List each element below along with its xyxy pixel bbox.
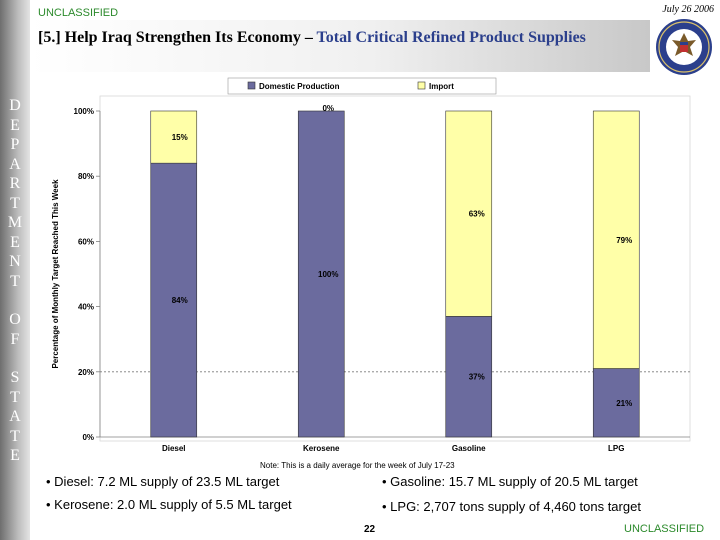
bar-gasoline-domestic xyxy=(445,316,493,438)
sidebar-letter: A xyxy=(9,155,21,173)
title-banner xyxy=(30,20,650,72)
x-tick-label-diesel: Diesel xyxy=(162,444,186,453)
y-tick-label: 60% xyxy=(78,237,94,246)
sidebar-letter: F xyxy=(10,330,20,348)
x-tick-label-lpg: LPG xyxy=(608,444,624,453)
legend-box xyxy=(227,77,497,95)
sidebar-letters: D E P A R T M E N T O F S T A T E xyxy=(0,96,30,466)
sidebar-letter: R xyxy=(9,175,21,192)
sidebar-letter: S xyxy=(10,369,20,386)
y-tick-label: 40% xyxy=(78,303,94,312)
bullet-gasoline: • Gasoline: 15.7 ML supply of 20.5 ML ta… xyxy=(382,474,638,489)
state-department-seal-icon xyxy=(656,19,712,75)
bullet-lpg: • LPG: 2,707 tons supply of 4,460 tons t… xyxy=(382,499,641,514)
plot-background xyxy=(99,95,691,442)
legend-label-domestic: Domestic Production xyxy=(259,82,340,91)
page-number: 22 xyxy=(364,524,376,535)
chart-note: Note: This is a daily average for the we… xyxy=(260,461,455,470)
bar-lpg-domestic xyxy=(592,368,640,438)
sidebar-letter: T xyxy=(10,427,20,445)
sidebar-letter: T xyxy=(10,194,20,212)
legend-swatch-domestic xyxy=(247,81,256,90)
sidebar-letter: P xyxy=(10,136,20,153)
title-main: Help Iraq Strengthen Its Economy xyxy=(64,29,301,46)
y-tick-label: 20% xyxy=(78,368,94,377)
sidebar-letter: E xyxy=(10,447,20,464)
bullet-kerosene: • Kerosene: 2.0 ML supply of 5.5 ML targ… xyxy=(46,497,292,512)
bullet-diesel: • Diesel: 7.2 ML supply of 23.5 ML targe… xyxy=(46,474,280,489)
classification-top: UNCLASSIFIED xyxy=(38,7,119,19)
sidebar-letter: A xyxy=(9,408,21,425)
data-label-kerosene-import: 0% xyxy=(322,104,334,113)
data-label-diesel-domestic: 84% xyxy=(172,296,188,305)
sidebar-letter: O xyxy=(9,311,21,328)
bar-diesel-domestic xyxy=(150,162,198,438)
slide-date: July 26 2006 xyxy=(662,4,714,15)
x-tick-label-kerosene: Kerosene xyxy=(303,444,340,453)
data-label-gasoline-domestic: 37% xyxy=(469,373,485,382)
sidebar-letter: M xyxy=(7,214,23,231)
sidebar-letter: E xyxy=(10,116,20,134)
bar-diesel-import xyxy=(150,110,198,164)
data-label-diesel-import: 15% xyxy=(172,133,188,142)
sidebar-letter: D xyxy=(9,97,21,114)
data-label-gasoline-import: 63% xyxy=(469,210,485,219)
y-tick-label: 80% xyxy=(78,172,94,181)
x-tick-label-gasoline: Gasoline xyxy=(452,444,486,453)
sidebar-letter: T xyxy=(10,272,20,290)
title-highlight: Total Critical Refined Product Supplies xyxy=(316,29,586,46)
sidebar-letter: N xyxy=(9,253,21,270)
legend-swatch-import xyxy=(417,81,426,90)
y-tick-label: 100% xyxy=(74,107,94,116)
data-label-kerosene-domestic: 100% xyxy=(318,270,338,279)
title-number: [5.] xyxy=(38,29,61,46)
y-tick-label: 0% xyxy=(82,433,94,442)
data-label-lpg-import: 79% xyxy=(616,236,632,245)
y-axis-title: Percentage of Monthly Target Reached Thi… xyxy=(51,179,60,369)
bar-lpg-import xyxy=(592,110,640,369)
department-of-state-sidebar: D E P A R T M E N T O F S T A T E xyxy=(0,0,30,540)
sidebar-letter: T xyxy=(10,388,20,406)
bar-gasoline-import xyxy=(445,110,493,317)
title-dash: – xyxy=(304,29,313,46)
bar-kerosene-domestic xyxy=(297,110,345,438)
slide-title: [5.] Help Iraq Strengthen Its Economy – … xyxy=(38,28,648,48)
data-label-lpg-domestic: 21% xyxy=(616,399,632,408)
legend-label-import: Import xyxy=(429,82,454,91)
sidebar-letter: E xyxy=(10,233,20,251)
classification-bottom: UNCLASSIFIED xyxy=(624,523,705,535)
